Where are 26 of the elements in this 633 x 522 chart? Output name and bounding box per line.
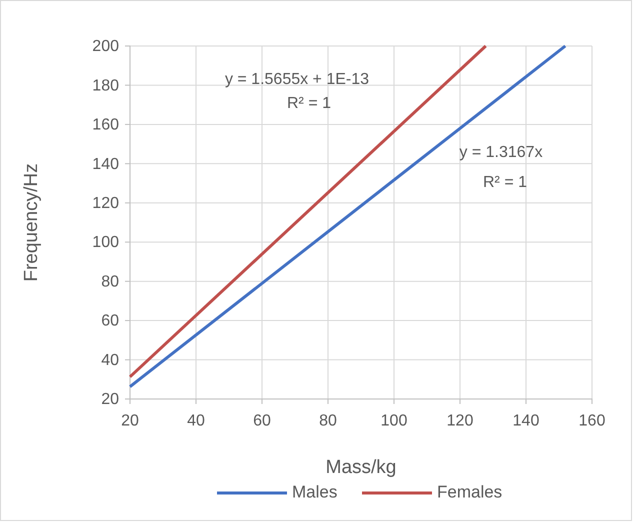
y-tick-label: 60 bbox=[101, 312, 120, 330]
x-axis-title: Mass/kg bbox=[326, 457, 396, 478]
annotation: y = 1.3167x bbox=[459, 144, 543, 162]
y-tick-label: 80 bbox=[101, 273, 120, 290]
x-tick-label: 160 bbox=[578, 412, 606, 430]
y-tick-label: 20 bbox=[101, 391, 120, 408]
x-tick-label: 60 bbox=[253, 412, 271, 430]
y-axis-title: Frequency/Hz bbox=[21, 163, 42, 282]
y-tick-label: 180 bbox=[92, 77, 120, 94]
x-tick-label: 40 bbox=[187, 412, 205, 430]
y-tick-label: 140 bbox=[92, 156, 120, 173]
legend-label: Males bbox=[292, 482, 338, 502]
x-tick-label: 120 bbox=[446, 412, 474, 430]
annotation: R² = 1 bbox=[286, 95, 332, 112]
annotation: R² = 1 bbox=[482, 174, 528, 192]
x-tick-label: 140 bbox=[512, 412, 540, 430]
y-tick-label: 120 bbox=[92, 195, 120, 212]
y-tick-label: 200 bbox=[92, 38, 120, 56]
y-tick-label: 100 bbox=[92, 234, 120, 252]
x-tick-label: 80 bbox=[319, 412, 337, 430]
x-tick-label: 20 bbox=[121, 412, 139, 430]
legend-label: Females bbox=[437, 482, 502, 502]
x-tick-label: 100 bbox=[380, 412, 408, 430]
y-tick-label: 40 bbox=[101, 352, 120, 369]
annotation: y = 1.5655x + 1E-13 bbox=[224, 71, 370, 88]
y-tick-label: 160 bbox=[92, 116, 120, 134]
